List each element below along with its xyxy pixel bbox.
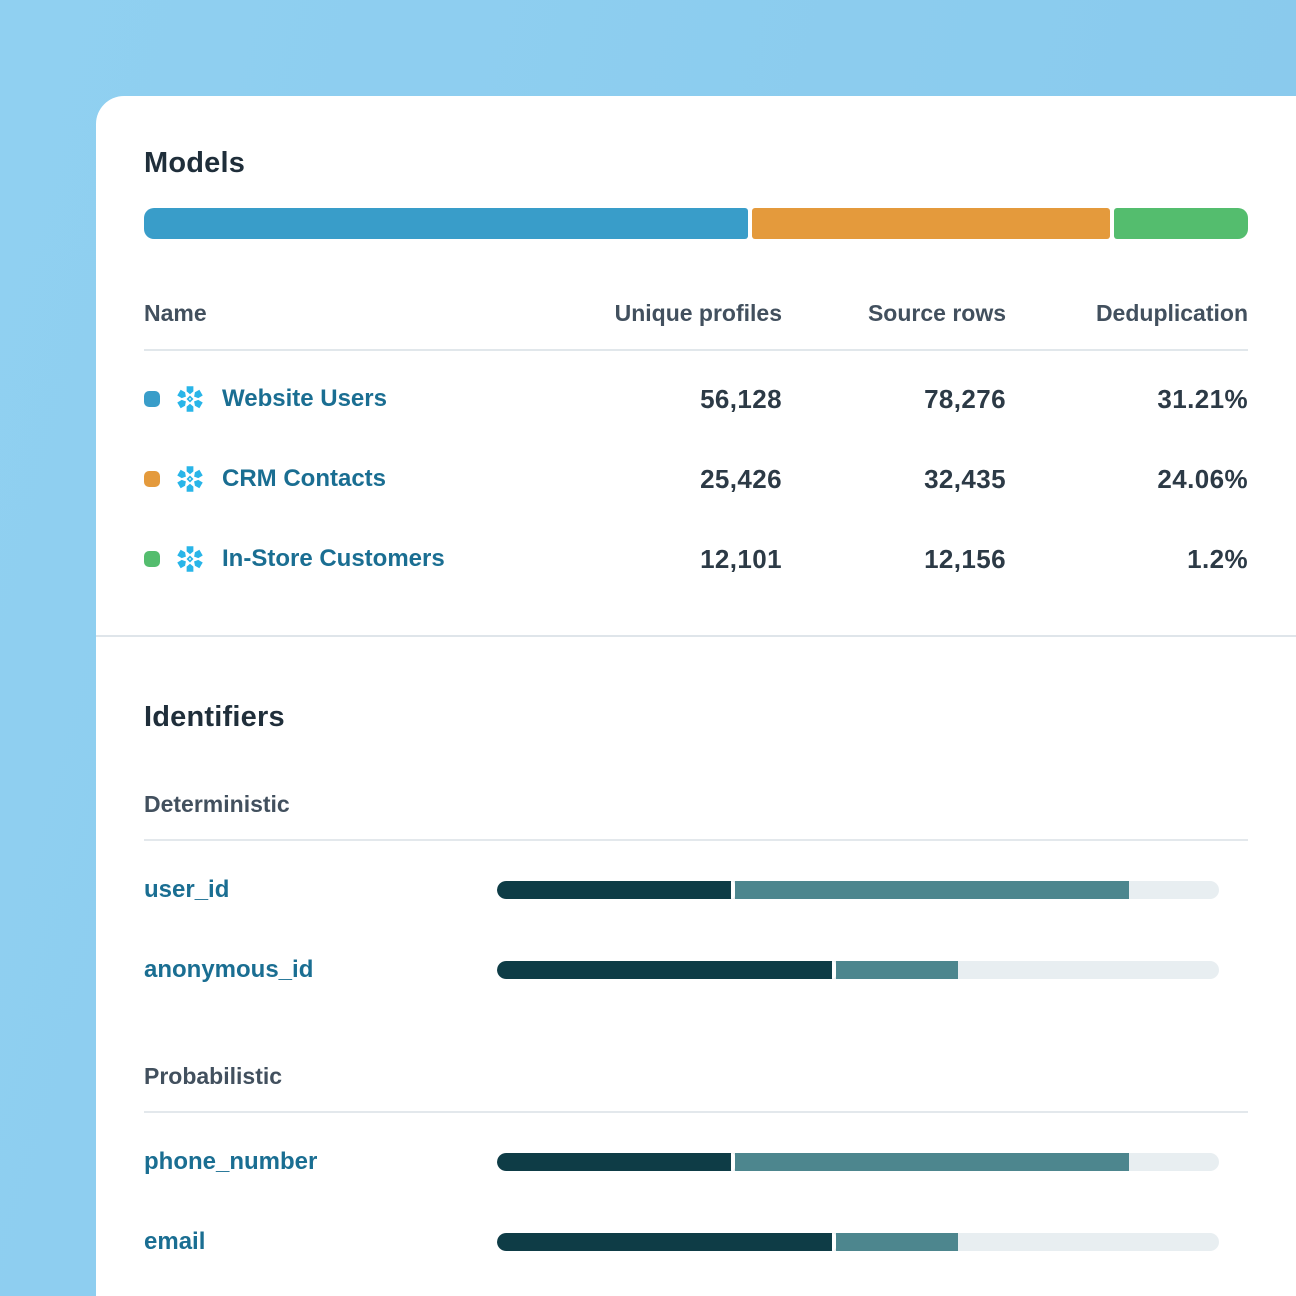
distribution-segment-website-users [144, 208, 748, 239]
coverage-segment-secondary [735, 881, 1129, 899]
coverage-segment-primary [497, 1153, 736, 1171]
coverage-segment-secondary [735, 1153, 1129, 1171]
group-divider [144, 839, 1248, 841]
table-row: CRM Contacts 25,426 32,435 24.06% [144, 439, 1248, 519]
identifier-link[interactable]: email [144, 1228, 206, 1255]
identifier-link[interactable]: user_id [144, 876, 230, 903]
deduplication-value: 1.2% [1187, 543, 1248, 574]
column-header-name: Name [144, 300, 207, 326]
distribution-segment-crm-contacts [751, 208, 1111, 239]
coverage-segment-secondary [836, 961, 958, 979]
table-row: Website Users 56,128 78,276 31.21% [144, 359, 1248, 439]
section-divider [96, 635, 1296, 637]
list-item: anonymous_id [144, 930, 1248, 1010]
coverage-segment-primary [497, 961, 837, 979]
list-item: user_id [144, 850, 1248, 930]
deduplication-value: 31.21% [1157, 383, 1248, 414]
source-rows-value: 78,276 [924, 383, 1006, 414]
model-name-cell: Website Users [144, 384, 542, 414]
models-table-header: Name Unique profiles Source rows Dedupli… [144, 299, 1248, 351]
identifier-link[interactable]: anonymous_id [144, 956, 314, 983]
column-header-deduplication: Deduplication [1095, 300, 1248, 326]
model-name-cell: In-Store Customers [144, 544, 542, 574]
identifier-coverage-bar [497, 881, 1219, 899]
coverage-segment-secondary [836, 1233, 958, 1251]
snowflake-icon [177, 386, 203, 412]
source-rows-value: 12,156 [924, 543, 1006, 574]
unique-profiles-value: 12,101 [700, 543, 782, 574]
identifier-coverage-bar [497, 1153, 1219, 1171]
main-card: Models Name Unique profiles Source rows … [96, 96, 1296, 1296]
models-title: Models [144, 147, 246, 179]
model-link[interactable]: In-Store Customers [222, 545, 445, 572]
model-link[interactable]: Website Users [222, 385, 387, 412]
column-header-unique-profiles: Unique profiles [614, 300, 782, 326]
list-item: phone_number [144, 1122, 1248, 1202]
color-swatch [144, 551, 160, 567]
group-divider [144, 1111, 1248, 1113]
model-name-cell: CRM Contacts [144, 464, 542, 494]
column-header-source-rows: Source rows [867, 300, 1006, 326]
models-table-body: Website Users 56,128 78,276 31.21% [144, 359, 1248, 599]
model-link[interactable]: CRM Contacts [222, 465, 387, 492]
identifier-coverage-bar [497, 1233, 1219, 1251]
models-section: Models Name Unique profiles Source rows … [96, 96, 1296, 635]
source-rows-value: 32,435 [924, 463, 1006, 494]
coverage-segment-primary [497, 881, 736, 899]
coverage-segment-primary [497, 1233, 837, 1251]
list-item: email [144, 1202, 1248, 1282]
identifier-link[interactable]: phone_number [144, 1148, 318, 1175]
identifier-coverage-bar [497, 961, 1219, 979]
snowflake-icon [177, 546, 203, 572]
model-distribution-bar [144, 208, 1248, 239]
group-label-deterministic: Deterministic [144, 791, 290, 817]
deterministic-identifier-list: user_id anonymous_id [144, 850, 1248, 1010]
deduplication-value: 24.06% [1157, 463, 1248, 494]
color-swatch [144, 391, 160, 407]
unique-profiles-value: 25,426 [700, 463, 782, 494]
group-label-probabilistic: Probabilistic [144, 1063, 283, 1089]
distribution-segment-in-store-customers [1114, 208, 1248, 239]
probabilistic-identifier-list: phone_number email [144, 1122, 1248, 1282]
color-swatch [144, 471, 160, 487]
identifiers-section: Identifiers Deterministic user_id anonym… [96, 637, 1296, 1282]
snowflake-icon [177, 466, 203, 492]
unique-profiles-value: 56,128 [700, 383, 782, 414]
identifiers-title: Identifiers [144, 701, 285, 733]
table-row: In-Store Customers 12,101 12,156 1.2% [144, 519, 1248, 599]
